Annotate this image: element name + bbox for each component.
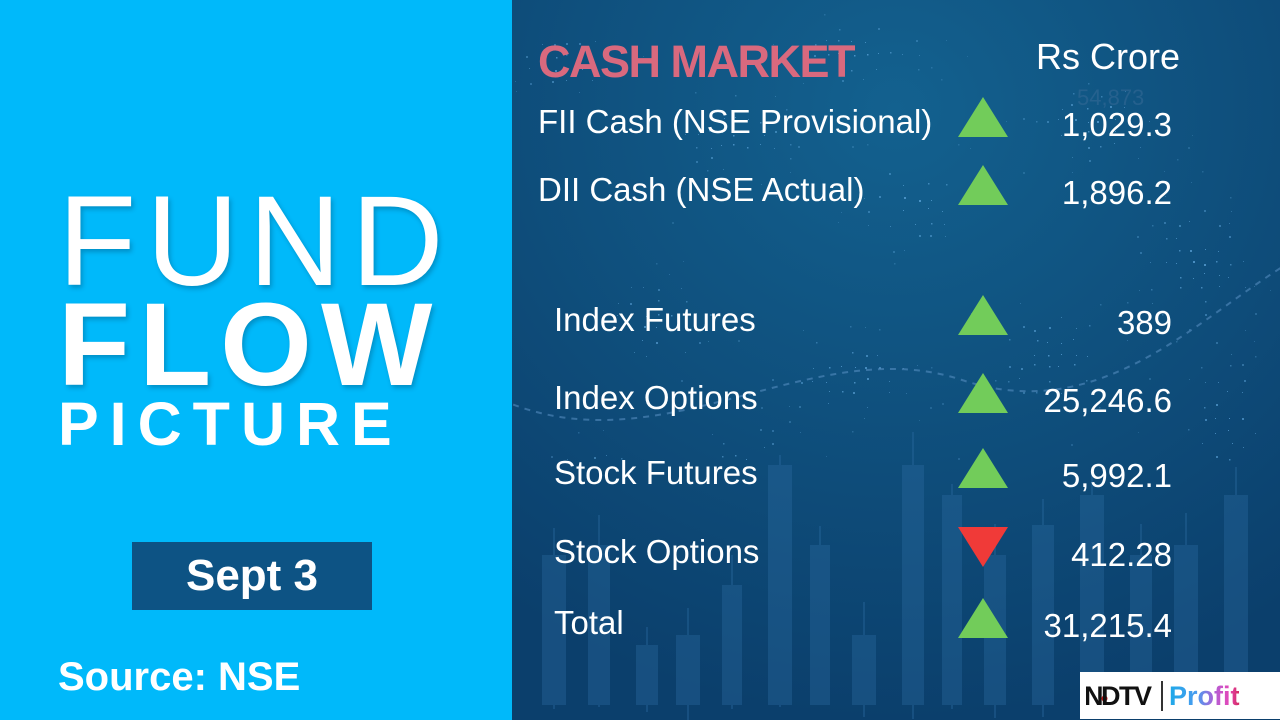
svg-text:DTV: DTV [1101,681,1152,711]
svg-text:N: N [1086,681,1102,711]
svg-text:Profit: Profit [1169,681,1240,711]
